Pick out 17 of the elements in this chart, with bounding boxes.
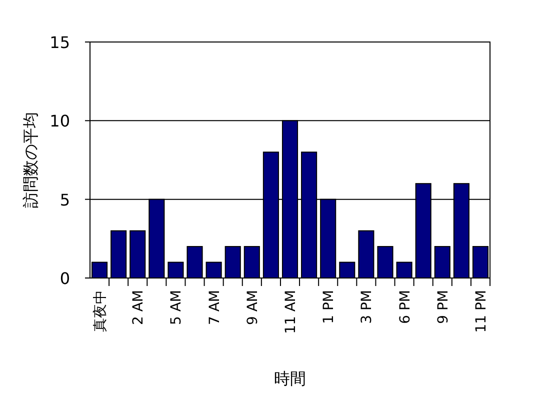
x-tick-label: 3 PM	[359, 290, 376, 324]
x-tick-label: 9 AM	[244, 290, 261, 326]
y-tick-label: 15	[50, 33, 70, 52]
x-tick-label: 真夜中	[92, 290, 109, 332]
x-tick-label: 2 AM	[130, 290, 147, 326]
y-tick-label: 5	[60, 190, 70, 210]
x-axis-title: 時間	[274, 369, 306, 388]
x-tick-label: 11 AM	[283, 290, 299, 334]
x-tick-label: 6 PM	[397, 290, 414, 324]
x-tick-label: 1 PM	[321, 290, 338, 324]
y-axis-title: 訪問数の平均	[21, 112, 40, 208]
x-tick-label: 9 PM	[435, 290, 452, 324]
y-tick-label: 0	[60, 269, 70, 288]
x-tick-label: 11 PM	[473, 290, 490, 333]
y-tick-label: 10	[50, 112, 70, 131]
x-tick-label: 5 AM	[168, 290, 185, 326]
x-tick-label: 7 AM	[206, 290, 223, 326]
